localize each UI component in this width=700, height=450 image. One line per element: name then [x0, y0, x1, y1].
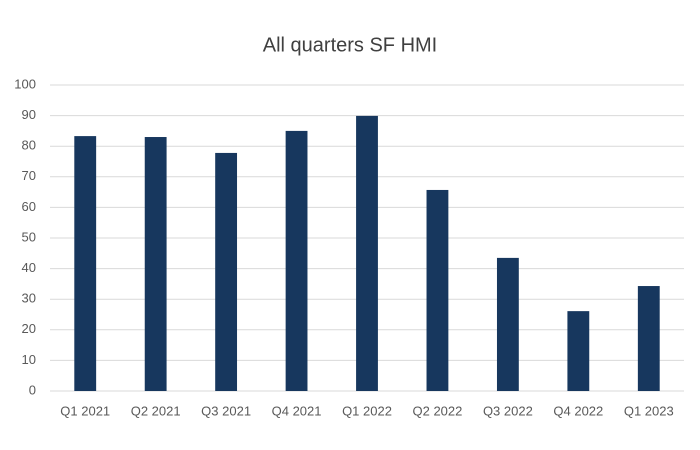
y-tick-label: 80	[22, 138, 36, 153]
x-tick-label: Q4 2021	[272, 403, 322, 418]
x-tick-label: Q2 2021	[131, 403, 181, 418]
x-tick-label: Q1 2022	[342, 403, 392, 418]
x-tick-label: Q1 2021	[60, 403, 110, 418]
bar	[426, 189, 449, 391]
bar	[637, 286, 660, 391]
bar	[215, 152, 238, 391]
y-tick-label: 50	[22, 229, 36, 244]
y-tick-label: 40	[22, 260, 36, 275]
x-tick-label: Q3 2022	[483, 403, 533, 418]
bar	[285, 130, 308, 391]
x-tick-label: Q1 2023	[624, 403, 674, 418]
y-tick-label: 100	[14, 76, 36, 91]
bar	[356, 115, 378, 391]
bar	[74, 136, 97, 391]
y-tick-label: 60	[22, 199, 36, 214]
bar	[496, 257, 519, 391]
chart-title: All quarters SF HMI	[263, 34, 437, 56]
x-tick-label: Q2 2022	[413, 403, 463, 418]
y-tick-label: 10	[22, 352, 36, 367]
y-tick-label: 90	[22, 107, 36, 122]
bar	[144, 137, 167, 391]
bar	[567, 311, 590, 391]
y-tick-label: 20	[22, 321, 36, 336]
x-tick-label: Q4 2022	[553, 403, 603, 418]
y-tick-label: 0	[29, 382, 36, 397]
y-tick-label: 70	[22, 168, 36, 183]
x-tick-label: Q3 2021	[201, 403, 251, 418]
y-tick-label: 30	[22, 291, 36, 306]
